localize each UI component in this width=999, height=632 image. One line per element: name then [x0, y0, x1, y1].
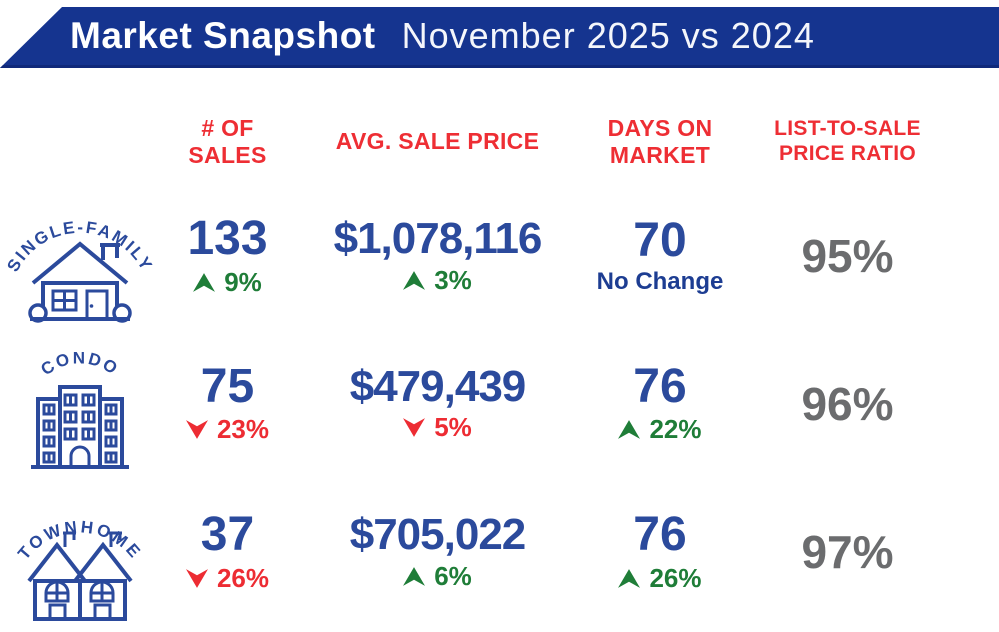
down-arrow-icon	[185, 420, 208, 440]
townhome-avg-price-cell: $705,022 6%	[295, 476, 580, 628]
townhome-days-cell: 76 26%	[580, 476, 740, 628]
townhome-num-sales-value: 37	[200, 508, 255, 562]
townhome-avg-price-value: $705,022	[349, 510, 527, 560]
townhome-icon: TOWNHOME	[14, 517, 145, 621]
col-header-line: # OF	[201, 114, 254, 141]
corner-spacer	[0, 103, 160, 181]
header-banner: Market Snapshot November 2025 vs 2024	[0, 7, 999, 68]
single-family-avg-price-change: 3%	[403, 265, 472, 296]
svg-text:CONDO: CONDO	[37, 348, 122, 379]
townhome-ratio-value: 97%	[801, 526, 894, 578]
single-family-ratio-value: 95%	[801, 230, 894, 282]
single-family-avg-price-value: $1,078,116	[333, 214, 543, 264]
col-header-line: PRICE RATIO	[778, 142, 917, 165]
col-header-line: AVG. SALE PRICE	[335, 128, 540, 155]
condo-days-value: 76	[633, 359, 687, 413]
banner-subtitle: November 2025 vs 2024	[401, 15, 815, 56]
market-table: # OF SALES AVG. SALE PRICE DAYS ON MARKE…	[0, 71, 999, 628]
change-text: No Change	[596, 268, 724, 296]
col-header-line: DAYS ON	[607, 114, 713, 141]
single-family-days-value: 70	[633, 213, 687, 267]
down-arrow-icon	[185, 569, 208, 588]
condo-days-change: 22%	[618, 414, 702, 445]
townhome-days-value: 76	[633, 508, 687, 562]
change-text: 5%	[434, 412, 472, 443]
up-arrow-icon	[403, 271, 426, 290]
single-family-house-icon: SINGLE-FAMILY	[5, 218, 154, 323]
banner-title: Market Snapshot	[70, 15, 376, 56]
condo-avg-price-cell: $479,439 5%	[295, 331, 580, 476]
townhome-days-change: 26%	[618, 562, 702, 594]
condo-building-icon: CONDO	[31, 348, 129, 469]
svg-text:TOWNHOME: TOWNHOME	[14, 517, 145, 563]
condo-avg-price-change: 5%	[403, 412, 472, 443]
single-family-num-sales-value: 133	[187, 212, 268, 266]
up-arrow-icon	[193, 273, 216, 292]
single-family-days-cell: 70 No Change	[580, 181, 740, 331]
up-arrow-icon	[618, 569, 641, 588]
change-text: 22%	[649, 414, 702, 445]
condo-avg-price-value: $479,439	[349, 361, 527, 411]
property-row-single-family: SINGLE-FAMILY	[0, 181, 160, 331]
col-header-line: MARKET	[609, 142, 711, 168]
col-header-line: SALES	[188, 142, 267, 168]
condo-label: CONDO	[37, 348, 120, 379]
up-arrow-icon	[403, 567, 426, 586]
condo-ratio-cell: 96%	[740, 331, 955, 476]
col-header-avg-sale-price: AVG. SALE PRICE	[295, 103, 580, 181]
col-header-list-to-sale-ratio: LIST-TO-SALE PRICE RATIO	[740, 103, 955, 181]
down-arrow-icon	[403, 418, 426, 438]
townhome-ratio-cell: 97%	[740, 476, 955, 628]
townhome-label: TOWNHOME	[14, 517, 142, 563]
condo-num-sales-value: 75	[200, 359, 255, 413]
townhome-num-sales-change: 26%	[185, 562, 270, 594]
single-family-num-sales-change: 9%	[193, 267, 262, 298]
change-text: 23%	[216, 414, 270, 445]
property-row-condo: CONDO	[0, 331, 160, 476]
col-header-days-on-market: DAYS ON MARKET	[580, 103, 740, 181]
single-family-num-sales-cell: 133 9%	[160, 181, 295, 331]
single-family-ratio-cell: 95%	[740, 181, 955, 331]
change-text: 26%	[649, 562, 702, 593]
change-text: 9%	[224, 266, 262, 297]
single-family-avg-price-cell: $1,078,116 3%	[295, 181, 580, 331]
condo-num-sales-cell: 75 23%	[160, 331, 295, 476]
townhome-avg-price-change: 6%	[403, 561, 472, 592]
up-arrow-icon	[618, 420, 641, 440]
townhome-num-sales-cell: 37 26%	[160, 476, 295, 628]
change-text: 3%	[434, 264, 472, 295]
property-row-townhome: TOWNHOME	[0, 476, 160, 628]
condo-days-cell: 76 22%	[580, 331, 740, 476]
col-header-num-sales: # OF SALES	[160, 103, 295, 181]
condo-num-sales-change: 23%	[185, 414, 270, 445]
col-header-line: LIST-TO-SALE	[774, 117, 921, 141]
condo-ratio-value: 96%	[801, 377, 894, 430]
change-text: 6%	[434, 560, 472, 591]
single-family-days-change: No Change	[597, 268, 724, 296]
change-text: 26%	[216, 562, 270, 593]
